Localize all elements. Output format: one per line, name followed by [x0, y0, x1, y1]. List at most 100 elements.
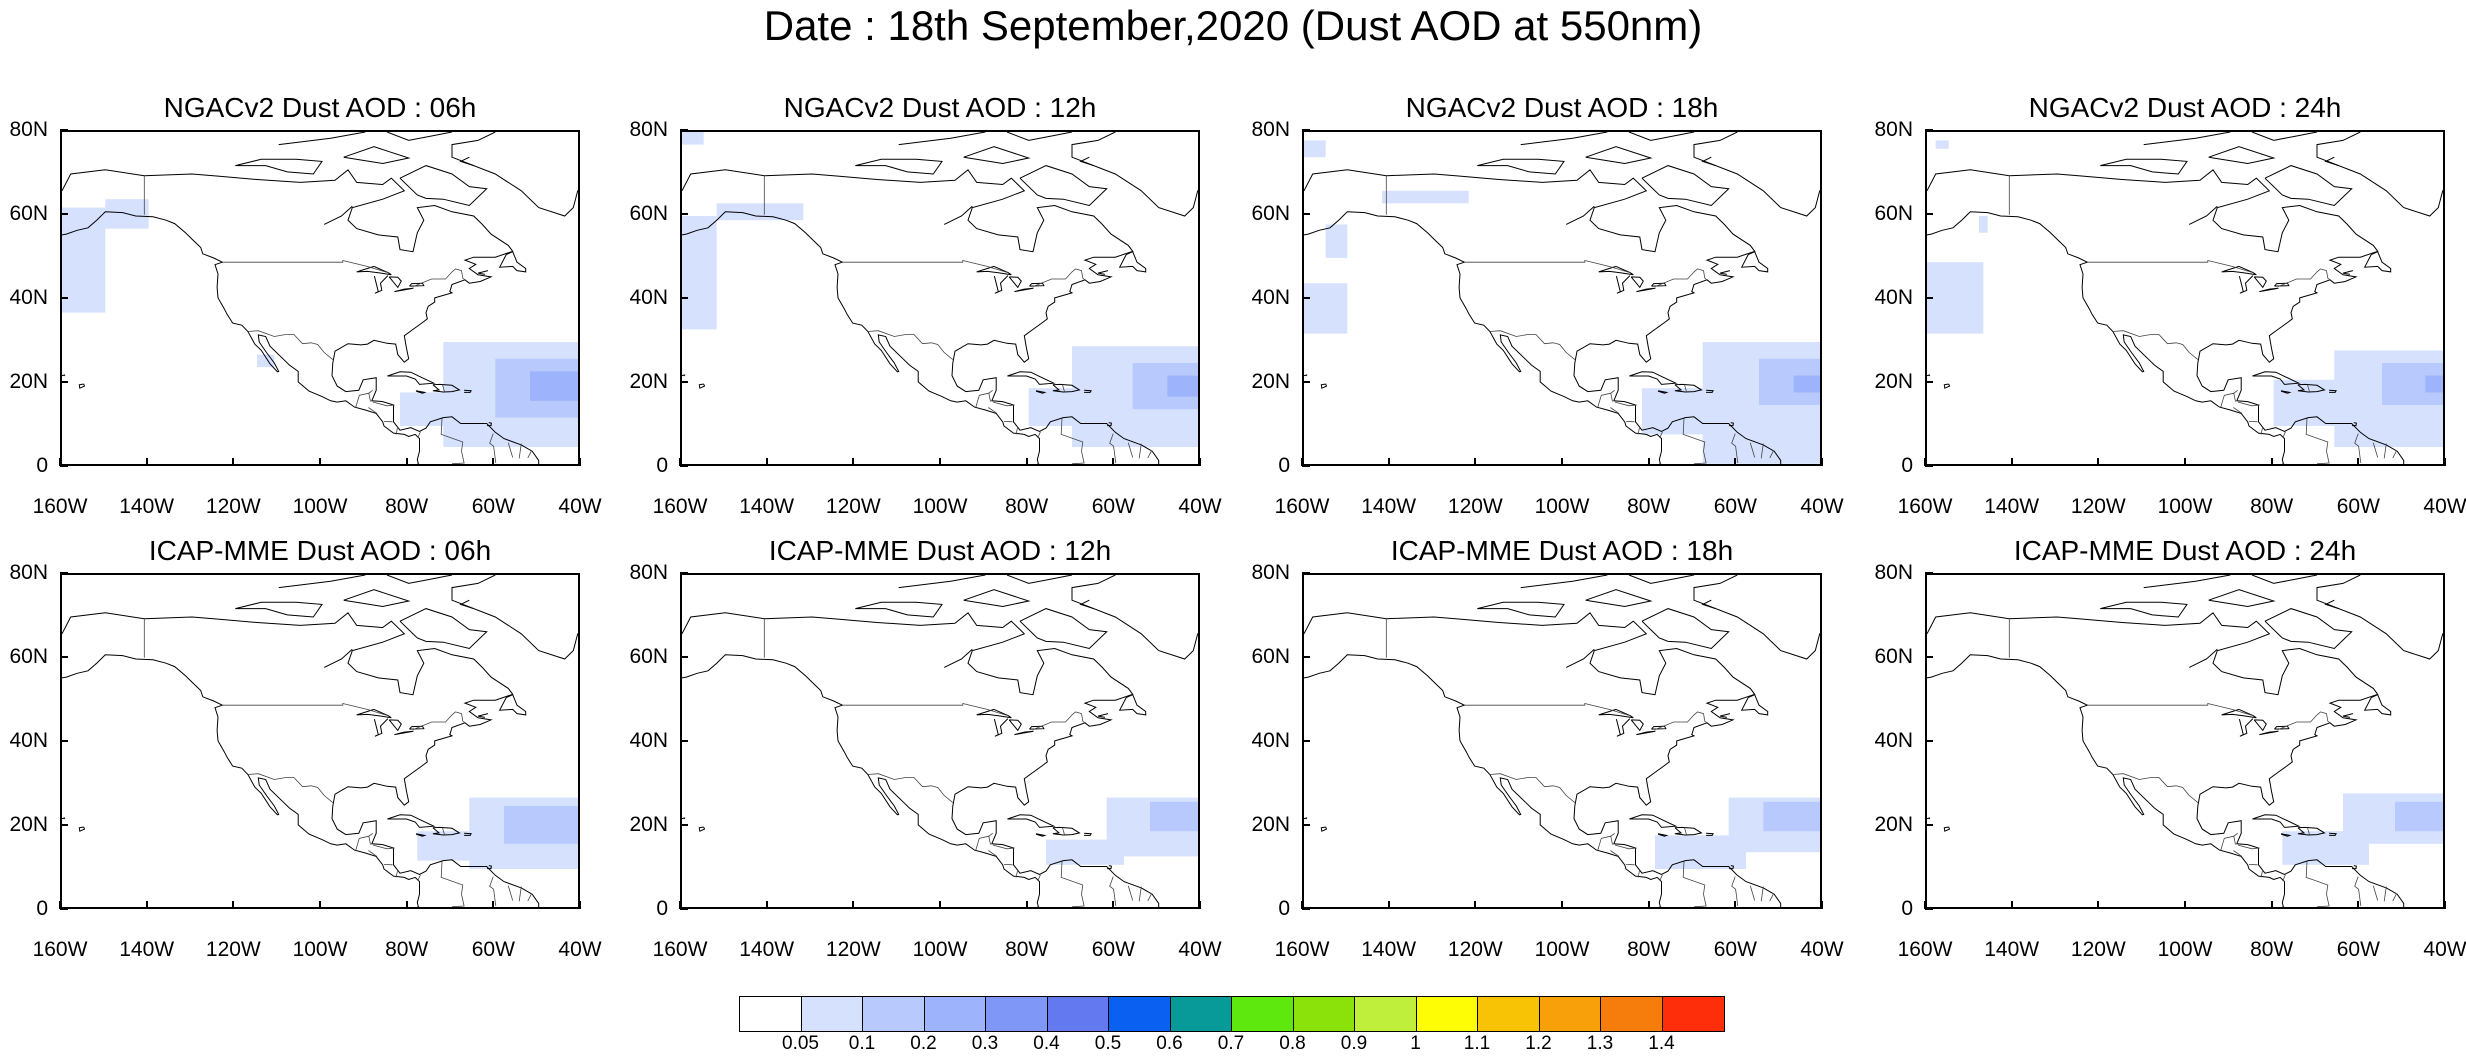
x-tick-mark — [2097, 901, 2100, 909]
country-border — [1684, 384, 1687, 393]
coastline — [976, 265, 1012, 276]
country-border — [489, 876, 497, 907]
country-border — [518, 886, 522, 902]
coastline — [963, 146, 1031, 165]
country-border — [1015, 871, 1018, 878]
coastline — [1729, 422, 1734, 427]
coastline — [477, 270, 489, 275]
y-tick-label: 20N — [9, 813, 48, 836]
coastline — [498, 251, 527, 273]
country-border — [440, 418, 465, 464]
figure-title: Date : 18th September,2020 (Dust AOD at … — [763, 2, 1703, 49]
coastline — [2274, 725, 2290, 730]
country-border — [2282, 874, 2286, 881]
coastline — [682, 169, 1160, 464]
y-tick-label: 0 — [1278, 897, 1290, 920]
y-tick-label: 60N — [1874, 645, 1913, 668]
x-tick-label: 40W — [558, 938, 602, 961]
country-border — [1749, 885, 1756, 901]
y-tick-label: 60N — [1251, 645, 1290, 668]
coastline — [1719, 270, 1731, 275]
coastline — [1006, 575, 1073, 584]
country-border — [2220, 832, 2238, 851]
coastline — [1084, 832, 1092, 836]
country-border — [2233, 407, 2243, 414]
country-border — [368, 836, 371, 845]
x-tick-mark — [1647, 901, 1650, 909]
coastline — [1927, 374, 1931, 377]
coastline — [2143, 575, 2231, 589]
y-tick-label: 0 — [656, 897, 668, 920]
country-border — [2383, 886, 2387, 902]
coastline — [1052, 826, 1081, 836]
coastline — [415, 390, 427, 394]
coastline — [1071, 132, 1198, 217]
coastline — [399, 165, 488, 207]
country-border — [527, 893, 533, 902]
coastline — [898, 132, 986, 146]
coastline — [1477, 158, 1565, 175]
coastline — [235, 601, 323, 618]
x-tick-mark — [1734, 458, 1737, 466]
colorbar-level-label: 0.1 — [848, 1033, 876, 1054]
x-tick-label: 140W — [739, 938, 795, 961]
coastline — [1674, 383, 1703, 393]
coastline — [487, 865, 492, 870]
coastline — [386, 132, 453, 141]
x-tick-label: 100W — [912, 938, 968, 961]
country-border — [1654, 268, 1708, 287]
x-tick-label: 120W — [205, 938, 261, 961]
map-plot-area — [1925, 130, 2445, 466]
coastline — [1629, 371, 1678, 385]
country-border — [442, 827, 445, 836]
country-border — [2282, 463, 2285, 464]
coastline — [387, 371, 436, 385]
map-panel: ICAP-MME Dust AOD : 24h 0 20N 40N 60N 80N 160W… — [1865, 533, 2466, 973]
y-tick-mark — [680, 908, 688, 910]
y-tick-label: 60N — [9, 202, 48, 225]
x-tick-mark — [2444, 901, 2446, 909]
coastline — [2100, 601, 2188, 618]
coastline — [1943, 383, 1951, 389]
x-tick-mark — [405, 901, 408, 909]
aod-patch — [716, 203, 804, 221]
coastline — [1657, 390, 1669, 394]
aod-patch — [1382, 190, 1469, 204]
country-border — [2260, 871, 2263, 878]
coastline — [386, 575, 453, 584]
x-tick-mark — [1025, 458, 1028, 466]
x-tick-mark — [765, 458, 768, 466]
coastline — [2264, 608, 2353, 650]
y-tick-label: 40N — [1874, 729, 1913, 752]
country-border — [1682, 861, 1707, 907]
colorbar-swatch — [986, 997, 1048, 1031]
colorbar — [739, 996, 1725, 1032]
colorbar-swatch — [1662, 997, 1724, 1031]
x-tick-label: 80W — [1627, 938, 1671, 961]
x-tick-mark — [232, 901, 235, 909]
x-tick-label: 60W — [1091, 938, 1135, 961]
country-border — [395, 871, 398, 878]
map-panel: NGACv2 Dust AOD : 06h 0 20N 40N 60N 80N 160W 14… — [0, 90, 620, 530]
country-border — [1489, 773, 1576, 803]
coastline — [278, 132, 366, 146]
coastline — [1651, 282, 1667, 287]
coastline — [464, 389, 472, 393]
coastline — [415, 833, 427, 837]
coastline — [1701, 599, 1716, 610]
country-border — [417, 463, 420, 464]
country-border — [1464, 702, 1631, 717]
y-tick-label: 40N — [629, 286, 668, 309]
colorbar-level-label: 0.9 — [1340, 1033, 1368, 1054]
coastline — [1007, 371, 1056, 385]
country-border — [1138, 443, 1142, 459]
country-border — [1682, 418, 1707, 464]
coastline — [1927, 169, 2405, 464]
coastline — [1641, 608, 1730, 650]
x-tick-mark — [405, 458, 408, 466]
coastline — [1585, 589, 1653, 608]
x-tick-mark — [2357, 458, 2360, 466]
coastline — [388, 276, 402, 289]
x-tick-mark — [145, 901, 148, 909]
y-tick-mark — [1302, 297, 1310, 299]
